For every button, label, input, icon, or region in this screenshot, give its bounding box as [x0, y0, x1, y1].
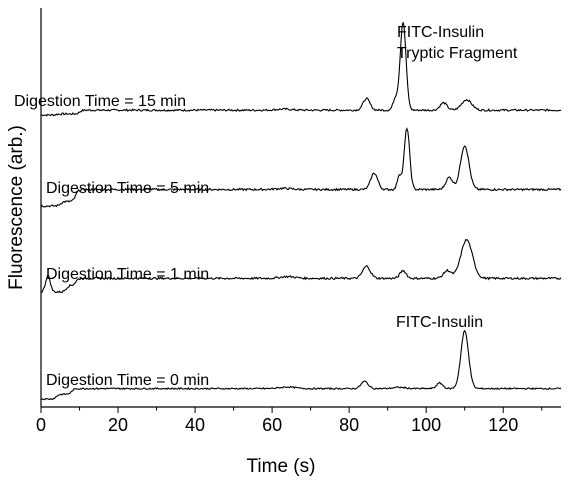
x-tick-label: 80	[339, 415, 359, 435]
labels: 0 20 40 60 80 100 120 Time (s) Fluorescence (arb…	[6, 24, 518, 477]
series-trace-1	[40, 127, 562, 208]
x-tick-label: 0	[36, 415, 46, 435]
series-trace-0	[40, 22, 562, 117]
axes	[40, 8, 561, 413]
x-tick-label: 120	[488, 415, 518, 435]
x-tick-label: 40	[185, 415, 205, 435]
x-tick-label: 20	[108, 415, 128, 435]
annotation-label-0: FITC-Insulin	[397, 24, 484, 41]
series-trace-3	[40, 329, 562, 401]
traces	[40, 22, 562, 401]
series-label-2: Digestion Time = 1 min	[46, 266, 209, 283]
annotation-label-1: Tryptic Fragment	[397, 45, 518, 62]
x-tick-label: 100	[411, 415, 441, 435]
series-label-3: Digestion Time = 0 min	[46, 372, 209, 389]
series-label-1: Digestion Time = 5 min	[46, 180, 209, 197]
annotation-label-2: FITC-Insulin	[396, 314, 483, 331]
y-axis-label: Fluorescence (arb.)	[6, 125, 27, 290]
series-trace-2	[40, 238, 562, 294]
x-tick-label: 60	[262, 415, 282, 435]
series-label-0: Digestion Time = 15 min	[14, 93, 186, 110]
x-axis-label: Time (s)	[247, 456, 316, 477]
